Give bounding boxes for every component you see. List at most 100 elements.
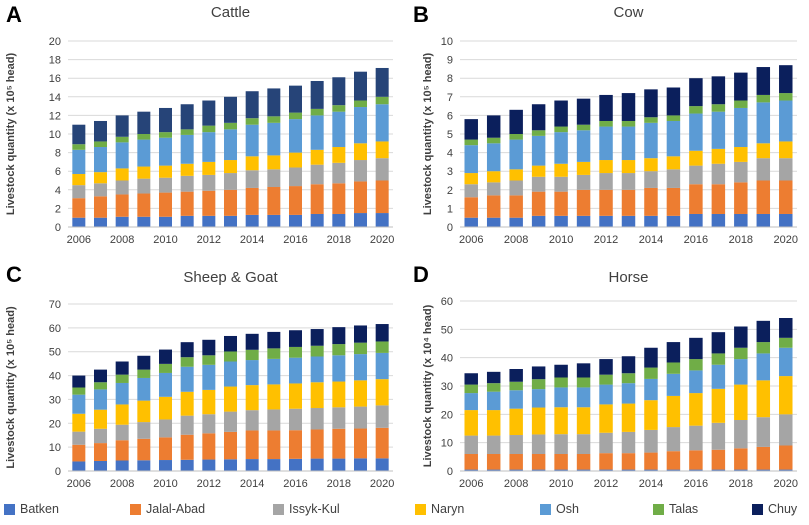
bar-jalal-abad-2016: [289, 186, 302, 215]
bar-osh-2007: [486, 143, 501, 172]
x-tick-label: 2010: [153, 234, 177, 246]
x-tick-label: 2010: [549, 478, 573, 490]
bar-issyk-kul-2020: [375, 158, 389, 181]
bar-chuy-2019: [354, 325, 367, 343]
bar-batken-2012: [599, 215, 613, 227]
x-tick-label: 2018: [327, 478, 351, 490]
bar-batken-2017: [711, 213, 726, 227]
bar-issyk-kul-2018: [332, 162, 346, 184]
bar-batken-2012: [202, 459, 216, 471]
bar-jalal-abad-2019: [756, 180, 771, 214]
x-tick-label: 2012: [594, 234, 618, 246]
x-tick-label: 2016: [684, 478, 708, 490]
x-tick-label: 2020: [774, 234, 798, 246]
bar-batken-2006: [72, 461, 86, 471]
bar-naryn-2017: [711, 388, 726, 423]
x-tick-label: 2014: [240, 478, 264, 490]
bar-naryn-2007: [94, 409, 107, 429]
bar-talas-2011: [576, 124, 591, 131]
bar-osh-2015: [666, 120, 681, 157]
y-tick-label: 8: [447, 73, 453, 85]
bar-chuy-2015: [267, 331, 281, 349]
bar-issyk-kul-2018: [734, 161, 748, 183]
bar-issyk-kul-2017: [711, 422, 726, 450]
x-tick-label: 2008: [504, 478, 528, 490]
bar-batken-2020: [375, 213, 389, 227]
bar-naryn-2019: [756, 380, 771, 418]
bar-naryn-2020: [375, 141, 389, 159]
cattle-chart: Cattle 0 2 4 6 8 10 12 14 16 18 20 Livestock quantit…: [5, 4, 394, 246]
bar-osh-2015: [267, 122, 281, 156]
bar-jalal-abad-2015: [666, 187, 681, 216]
x-tick-label: 2016: [684, 234, 708, 246]
bar-chuy-2011: [180, 104, 194, 130]
bar-osh-2009: [531, 135, 546, 166]
bar-jalal-abad-2006: [72, 198, 86, 218]
bar-talas-2013: [224, 122, 237, 130]
bar-batken-2018: [332, 458, 346, 471]
bar-issyk-kul-2018: [734, 420, 748, 449]
bar-issyk-kul-2012: [599, 432, 613, 454]
y-tick-label: 10: [441, 438, 453, 450]
bar-osh-2008: [115, 142, 129, 169]
bar-naryn-2013: [224, 386, 237, 412]
bar-naryn-2008: [509, 408, 523, 436]
bar-issyk-kul-2017: [310, 408, 324, 430]
bar-batken-2019: [354, 213, 367, 227]
y-tick-label: 70: [49, 299, 61, 311]
bar-naryn-2015: [267, 384, 281, 410]
bar-batken-2006: [464, 469, 478, 471]
bar-jalal-abad-2012: [599, 453, 613, 470]
bar-osh-2010: [159, 372, 172, 397]
bar-batken-2013: [224, 459, 237, 471]
bar-batken-2013: [621, 215, 636, 227]
bar-chuy-2017: [711, 332, 726, 354]
bar-osh-2012: [202, 132, 216, 162]
bar-chuy-2007: [486, 371, 501, 384]
bar-jalal-abad-2011: [180, 434, 194, 460]
bar-osh-2014: [644, 378, 658, 401]
bar-osh-2007: [94, 147, 107, 173]
bar-batken-2016: [289, 458, 302, 471]
bar-issyk-kul-2012: [599, 173, 613, 190]
bar-batken-2008: [115, 216, 129, 227]
x-tick-label: 2012: [197, 478, 221, 490]
bar-jalal-abad-2013: [621, 453, 636, 470]
bar-naryn-2008: [115, 168, 129, 181]
bar-osh-2015: [267, 358, 281, 385]
bar-batken-2007: [486, 469, 501, 471]
bar-batken-2009: [137, 216, 151, 227]
bar-batken-2015: [666, 469, 681, 471]
x-tick-label: 2018: [729, 234, 753, 246]
bar-talas-2013: [621, 373, 636, 384]
x-tick-label: 2012: [197, 234, 221, 246]
bar-naryn-2020: [779, 376, 793, 415]
bar-osh-2020: [375, 352, 389, 380]
y-tick-label: 40: [441, 353, 453, 365]
bar-jalal-abad-2018: [734, 182, 748, 214]
bar-jalal-abad-2019: [756, 446, 771, 470]
bar-talas-2007: [486, 137, 501, 144]
bar-chuy-2008: [115, 361, 129, 375]
cow-chart: Cow 0 1 2 3 4 5 6 7 8 9 10 Livestock quantity (x 10⁵…: [422, 4, 798, 246]
y-tick-label: 50: [49, 347, 61, 359]
bar-naryn-2009: [531, 407, 546, 435]
bar-chuy-2019: [756, 320, 771, 343]
bar-batken-2014: [644, 469, 658, 471]
bar-osh-2016: [689, 370, 703, 394]
bar-batken-2017: [310, 458, 324, 471]
legend-label-naryn: Naryn: [431, 502, 465, 516]
x-tick-label: 2012: [594, 478, 618, 490]
bar-issyk-kul-2020: [375, 405, 389, 428]
bar-jalal-abad-2013: [224, 431, 237, 460]
bar-osh-2008: [509, 139, 523, 170]
bar-jalal-abad-2014: [644, 187, 658, 216]
bar-batken-2006: [464, 217, 478, 227]
bar-issyk-kul-2011: [576, 174, 591, 190]
bar-osh-2011: [576, 130, 591, 162]
bar-batken-2010: [554, 215, 568, 227]
bar-naryn-2015: [666, 395, 681, 428]
bar-talas-2009: [137, 134, 151, 140]
bar-talas-2010: [159, 363, 172, 373]
bar-batken-2020: [779, 469, 793, 471]
